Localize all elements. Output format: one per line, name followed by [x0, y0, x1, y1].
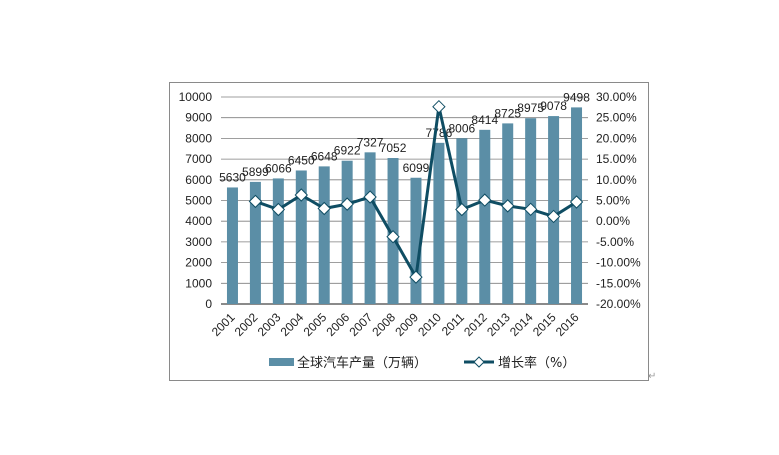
bar-value-label: 5630 — [219, 170, 246, 184]
right-axis-tick-label: -15.00% — [596, 276, 641, 290]
bar — [226, 187, 238, 304]
left-axis-tick-label: 8000 — [185, 131, 212, 145]
left-axis-tick-label: 2000 — [185, 256, 212, 270]
diamond-marker-icon — [501, 199, 515, 213]
bar-value-label: 8975 — [517, 101, 544, 115]
bar-value-label: 8006 — [448, 121, 475, 135]
bar-data-labels: 5630589960666450664869227327705260997786… — [219, 90, 590, 184]
left-axis-tick-label: 6000 — [185, 173, 212, 187]
bar — [318, 166, 330, 304]
diamond-marker-icon — [248, 194, 263, 209]
right-axis-tick-label: 20.00% — [596, 131, 637, 145]
bar-value-label: 9498 — [563, 90, 590, 104]
x-axis-tick-label: 2015 — [530, 310, 559, 339]
right-axis-tick-label: 0.00% — [596, 214, 630, 228]
bar-value-label: 6648 — [311, 149, 338, 163]
diamond-marker-icon — [455, 202, 469, 217]
x-axis-tick-label: 2013 — [484, 310, 513, 339]
chart-frame — [169, 82, 649, 381]
right-axis-ticks: -20.00% -15.00% -10.00% -5.00% 0.00% 5.00% 10.… — [596, 90, 641, 311]
diamond-marker-icon — [386, 230, 400, 244]
bar-value-label: 8725 — [494, 106, 521, 120]
x-axis-tick-label: 2001 — [209, 310, 238, 339]
legend-item-growth: 增长率（%） — [463, 352, 575, 371]
x-axis-tick-label: 2002 — [232, 310, 261, 339]
line-marker-swatch-icon — [464, 355, 495, 368]
diamond-marker-icon — [363, 190, 377, 204]
left-axis-tick-label: 1000 — [185, 276, 212, 290]
bar-value-label: 6450 — [288, 153, 315, 167]
x-axis-tick-label: 2011 — [439, 310, 467, 338]
legend: 全球汽车产量（万辆） 增长率（%） — [269, 352, 611, 371]
left-axis-tick-label: 4000 — [185, 214, 212, 228]
diamond-marker-icon — [271, 202, 286, 217]
right-axis-tick-label: -20.00% — [596, 297, 641, 311]
right-axis-tick-label: 10.00% — [596, 173, 637, 187]
diamond-marker-icon — [409, 270, 423, 284]
diamond-marker-icon — [317, 201, 331, 216]
growth-line-series — [248, 99, 584, 284]
right-axis-tick-label: 15.00% — [596, 152, 637, 166]
bar — [272, 178, 284, 304]
bar — [502, 123, 514, 304]
x-axis-tick-label: 2014 — [507, 310, 536, 339]
legend-label-production: 全球汽车产量（万辆） — [297, 356, 428, 371]
x-axis-tick-label: 2007 — [346, 310, 375, 339]
left-axis-tick-label: 10000 — [179, 90, 213, 104]
bar — [341, 160, 353, 304]
bar-value-label: 7052 — [380, 141, 407, 155]
right-axis-tick-label: 30.00% — [596, 90, 637, 104]
diamond-marker-icon — [569, 195, 584, 209]
x-axis-tick-label: 2016 — [553, 310, 582, 339]
left-axis-ticks: 0 1000 2000 3000 4000 5000 6000 7000 8000 9000 100… — [179, 90, 213, 311]
bar-value-label: 6066 — [265, 161, 292, 175]
diamond-marker-icon — [478, 193, 492, 207]
legend-label-growth: 增长率（%） — [498, 356, 576, 371]
x-axis-tick-label: 2005 — [301, 310, 330, 339]
diamond-marker-icon — [523, 202, 538, 217]
bar-swatch-icon — [269, 357, 294, 366]
paragraph-return-mark: ↵ — [648, 371, 657, 382]
x-axis-tick-label: 2009 — [392, 310, 421, 339]
right-axis-tick-label: 5.00% — [596, 194, 630, 208]
bar — [364, 152, 376, 304]
x-axis-tick-label: 2012 — [461, 310, 490, 339]
bar-value-label: 6922 — [334, 144, 361, 158]
bar-value-label: 7327 — [357, 135, 384, 149]
x-axis-tick-label: 2006 — [323, 310, 352, 339]
x-axis-ticks: 2001200220032004200520062007200820092010… — [209, 310, 582, 339]
bar-value-label: 6099 — [403, 161, 430, 175]
bar — [410, 177, 422, 304]
legend-item-production: 全球汽车产量（万辆） — [269, 352, 427, 371]
left-axis-tick-label: 7000 — [185, 152, 212, 166]
diamond-marker-icon — [546, 209, 561, 224]
bar — [479, 129, 491, 304]
x-axis-tick-label: 2004 — [278, 310, 307, 339]
diamond-marker-icon — [432, 99, 446, 114]
bar-value-label: 8414 — [471, 113, 498, 127]
diamond-marker-icon — [340, 197, 354, 211]
bar-value-label: 5899 — [242, 165, 269, 179]
bar-value-label: 9078 — [540, 99, 567, 113]
right-axis-tick-label: -10.00% — [596, 256, 641, 270]
x-axis-tick-label: 2010 — [415, 310, 444, 339]
left-axis-tick-label: 5000 — [185, 194, 212, 208]
bar — [456, 138, 468, 304]
x-axis-tick-label: 2008 — [369, 310, 398, 339]
bar — [433, 142, 445, 304]
x-axis-tick-label: 2003 — [255, 310, 284, 339]
right-axis-tick-label: -5.00% — [596, 235, 634, 249]
left-axis-tick-label: 3000 — [185, 235, 212, 249]
diamond-marker-icon — [294, 188, 308, 202]
bar — [249, 181, 261, 304]
bar — [295, 170, 307, 304]
left-axis-tick-label: 9000 — [185, 111, 212, 125]
left-axis-tick-label: 0 — [205, 297, 212, 311]
right-axis-tick-label: 25.00% — [596, 111, 637, 125]
